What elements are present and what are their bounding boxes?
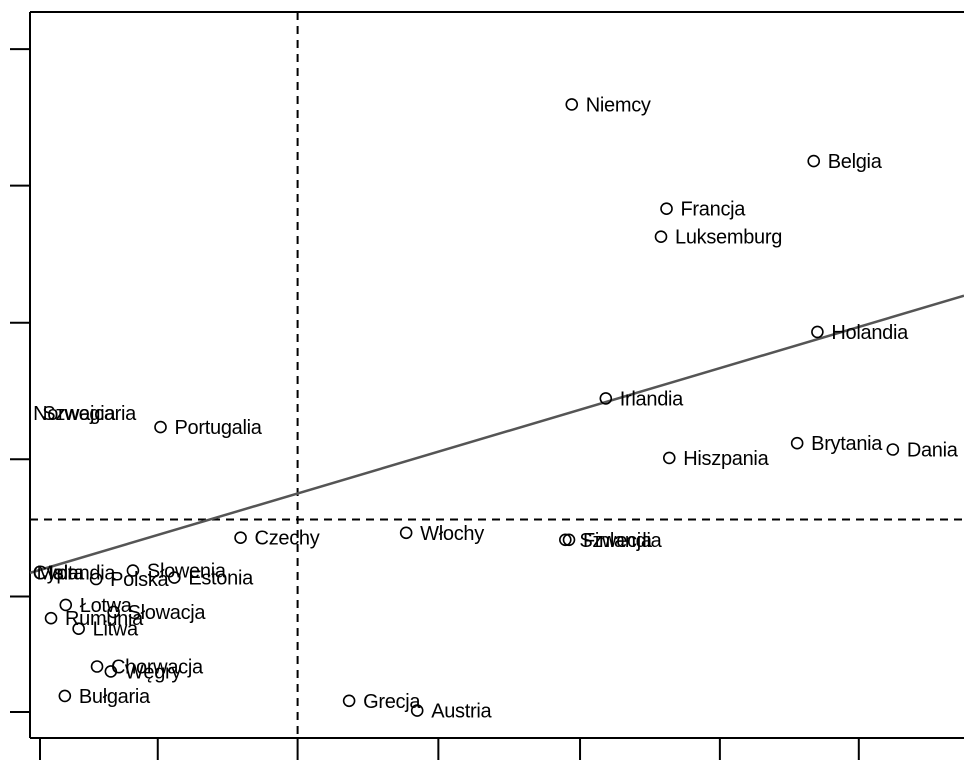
- point-marker: [807, 154, 821, 168]
- point-marker: [59, 598, 73, 612]
- point-label: Portugalia: [175, 417, 263, 439]
- point-marker: [599, 392, 613, 405]
- point-marker: [565, 98, 579, 111]
- point-label: Chorwacja: [111, 657, 204, 679]
- point-marker: [654, 230, 668, 243]
- point-label: Holandia: [831, 322, 909, 344]
- point-marker: [234, 531, 247, 545]
- point-marker: [58, 689, 72, 703]
- point-marker: [662, 451, 676, 465]
- point-marker: [90, 660, 104, 673]
- reference-lines: [30, 12, 964, 738]
- point-label: Rumunia: [65, 608, 144, 630]
- point-label: Polska: [110, 569, 169, 591]
- point-marker: [154, 420, 167, 434]
- point-marker: [399, 526, 413, 540]
- point-label: Luksemburg: [675, 227, 782, 249]
- point-label: Czechy: [255, 528, 320, 550]
- point-marker: [72, 622, 85, 636]
- clipped-point-label: Malta: [37, 563, 86, 585]
- point-marker: [886, 443, 900, 456]
- point-label: Słowacja: [128, 602, 207, 624]
- point-marker: [126, 564, 140, 577]
- clipped-point-label: Cypr: [33, 563, 75, 585]
- point-label: Niemcy: [586, 94, 651, 116]
- point-marker: [559, 533, 572, 547]
- point-label: Węgry: [125, 661, 182, 683]
- axes-group: [10, 11, 964, 760]
- point-marker: [811, 325, 824, 339]
- point-label: Słowenia: [147, 561, 227, 583]
- point-label: Brytania: [811, 433, 883, 455]
- point-label: Hiszpania: [683, 448, 769, 470]
- point-label: Finlandia: [583, 530, 663, 552]
- point-label: Estonia: [188, 568, 254, 590]
- trend-line: [29, 294, 964, 575]
- point-marker: [790, 436, 804, 450]
- point-label: Szwecja: [579, 530, 653, 552]
- point-marker: [89, 572, 103, 586]
- point-marker: [562, 533, 576, 547]
- clipped-point-label: Szwajcaria: [42, 403, 137, 425]
- clipped-point-label: Norwegia: [33, 403, 116, 425]
- point-label: Włochy: [420, 523, 484, 545]
- data-points: Niemcy Belgia Francja Luksemburg Holandia Irl…: [33, 94, 960, 723]
- point-label: Belgia: [828, 151, 883, 173]
- point-marker: [168, 571, 181, 584]
- point-label: Francja: [681, 199, 747, 221]
- point-label: Bułgaria: [79, 686, 151, 708]
- clipped-point-label: Islandia: [49, 563, 117, 585]
- point-label: Austria: [431, 701, 492, 723]
- point-label: Grecja: [363, 691, 421, 713]
- trend-line-group: [29, 294, 964, 575]
- point-marker: [107, 605, 120, 619]
- point-label: Irlandia: [620, 388, 684, 410]
- point-label: Dania: [907, 440, 959, 462]
- point-marker: [410, 704, 424, 717]
- point-marker: [660, 202, 673, 215]
- point-marker: [342, 694, 356, 708]
- point-marker: [44, 611, 58, 625]
- point-label: Litwa: [93, 619, 139, 641]
- point-marker: [104, 665, 118, 678]
